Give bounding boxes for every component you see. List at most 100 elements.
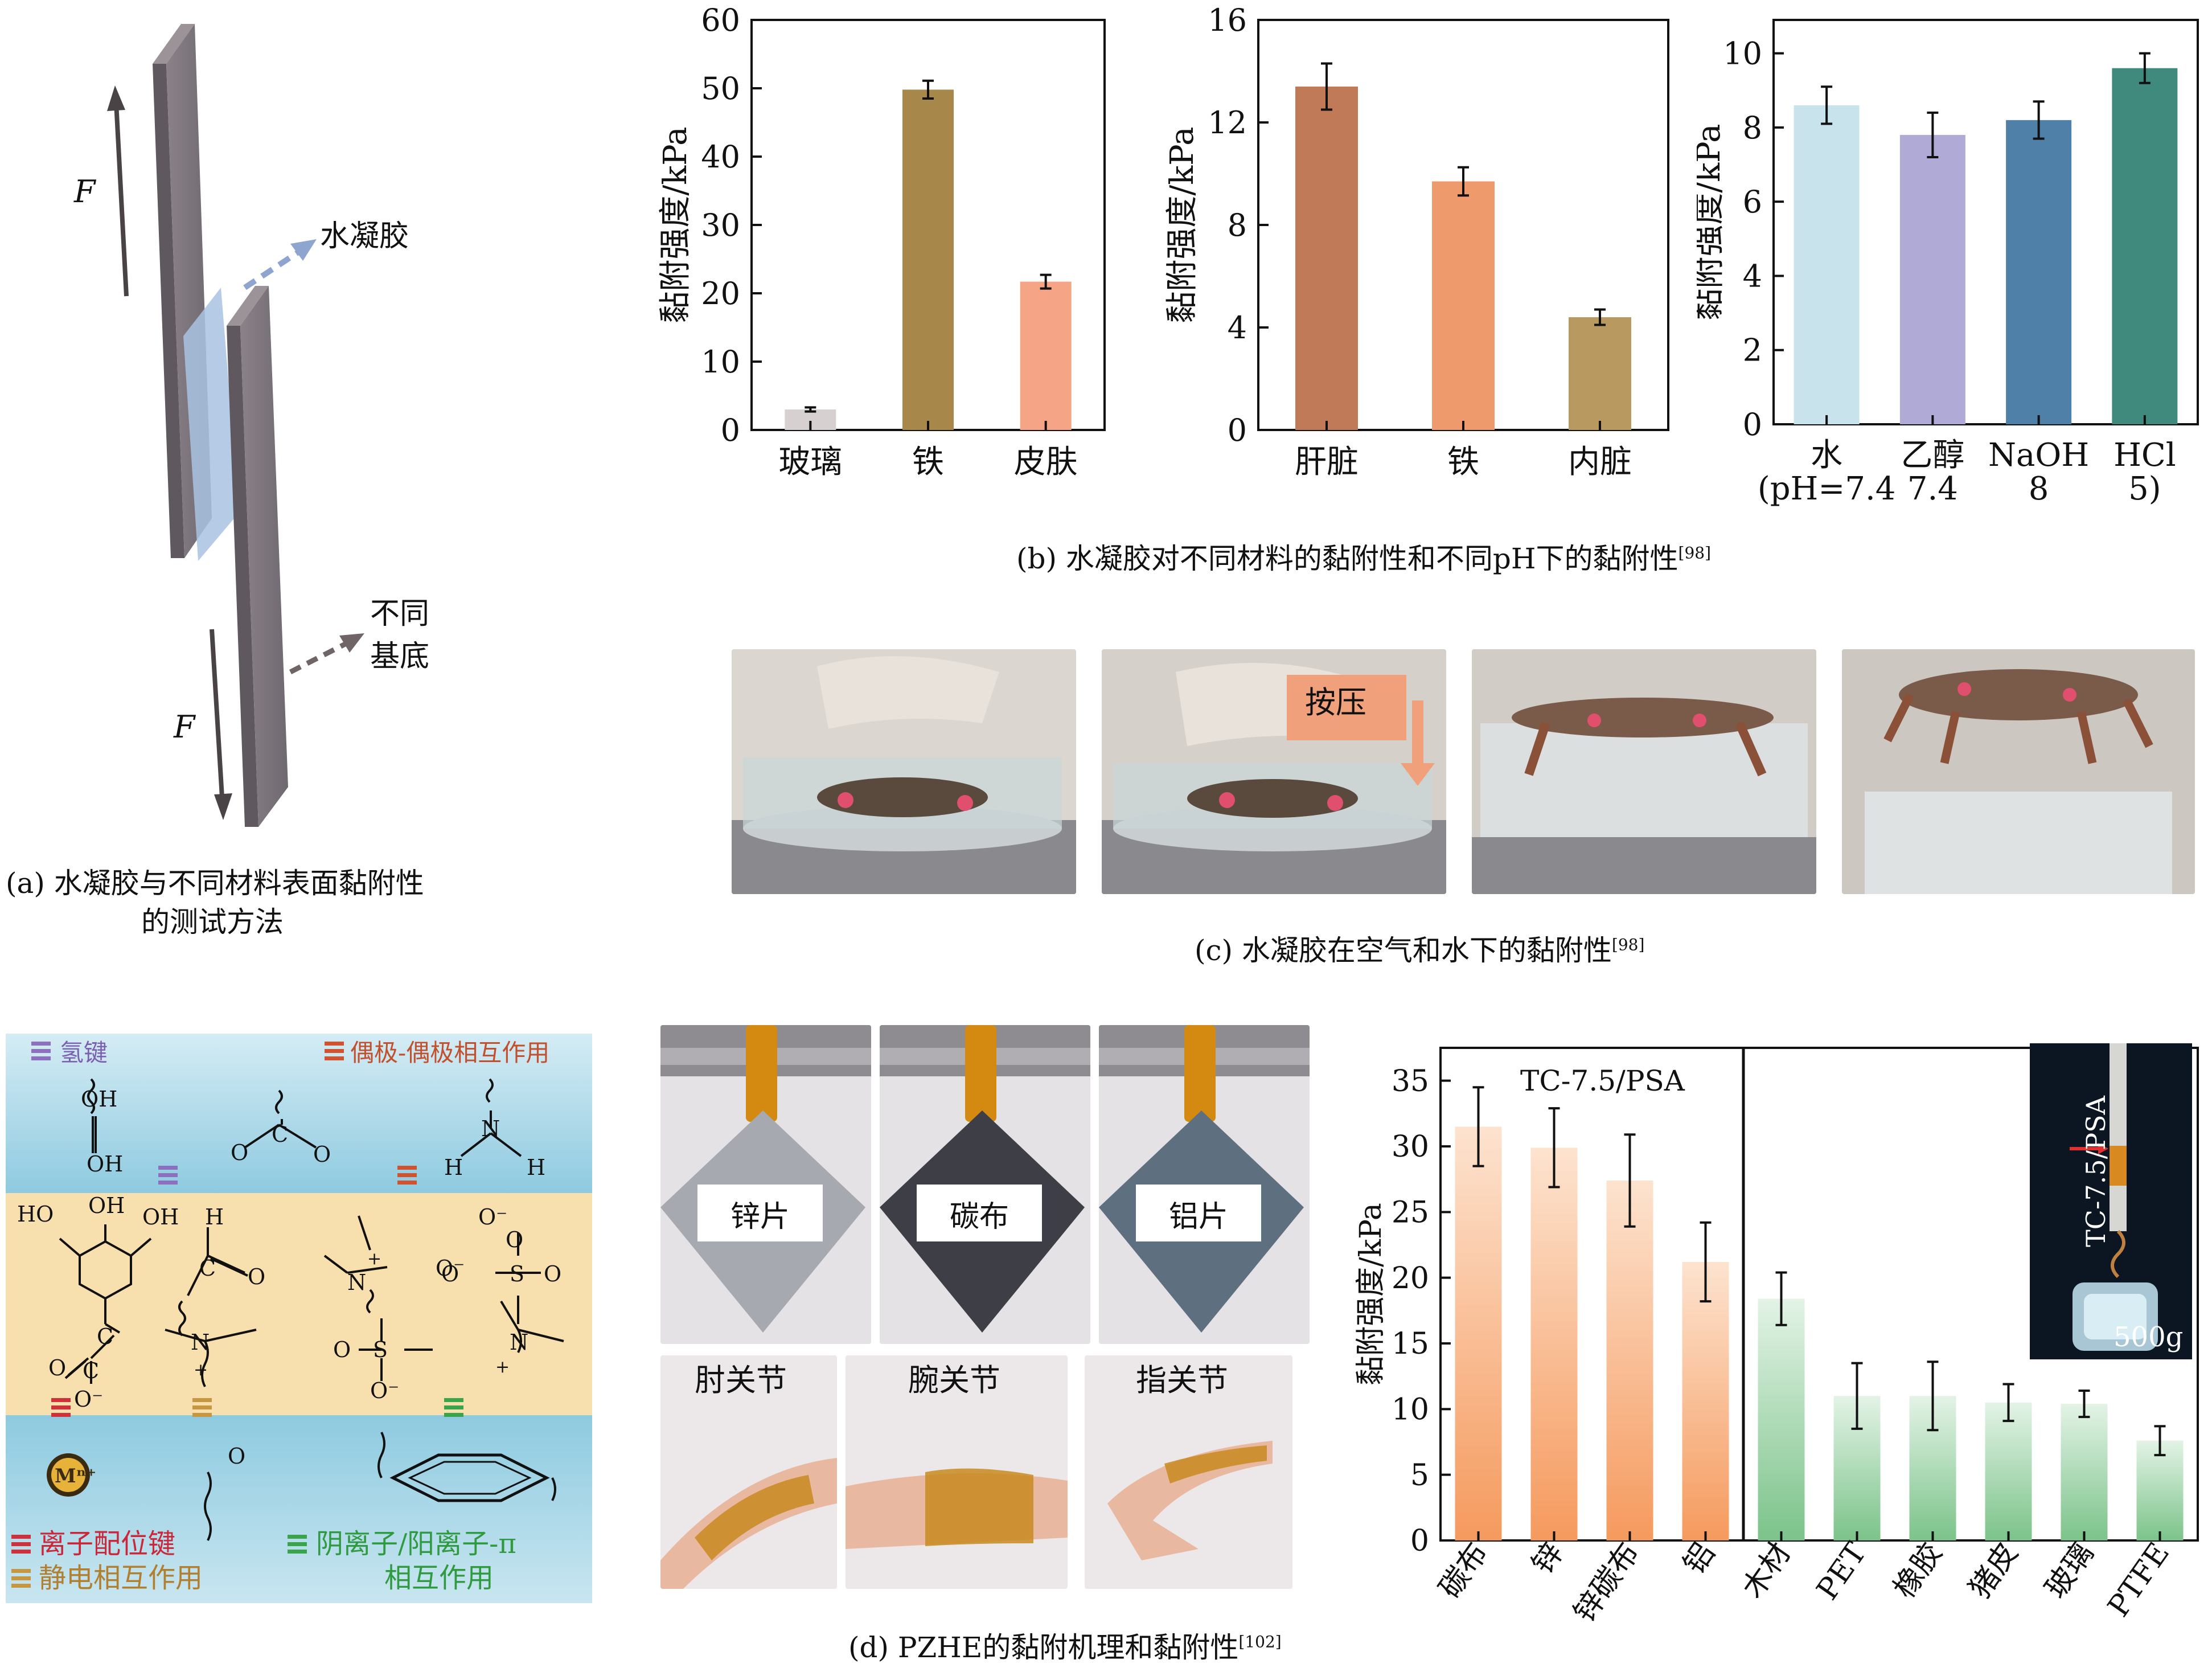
inset-hanging-weight-photo [2030,1043,2192,1359]
bar-0 [1794,105,1860,424]
caption-d-text: (d) PZHE的黏附机理和黏附性 [848,1631,1239,1664]
bar-3 [2112,68,2178,425]
group-label-24: N [510,1330,528,1355]
photo-c1 [732,649,1076,894]
group-label-6: C [272,1122,288,1147]
group-label-10: S [510,1261,524,1286]
photo-c2 [1102,649,1446,894]
bar-4 [1758,1298,1805,1540]
group-label-9: O⁻ [478,1204,507,1230]
y-axis-label: 黏附强度/kPa [657,126,694,323]
press-label: 按压 [1305,685,1366,720]
group-label-15: O [333,1337,351,1362]
bar-2 [2006,120,2072,424]
group-label-17: N [481,1116,500,1141]
inset-sample-label: TC-7.5/PSA [2080,1096,2111,1247]
x-tick-sublabel-2: 8 [2029,470,2049,507]
x-tick-label-2: 内脏 [1568,444,1632,481]
legend-hydrogen-bond: 氢键 [60,1039,108,1067]
group-label-4: OH [142,1204,179,1230]
bar-2 [1569,317,1631,430]
bar-0 [1295,87,1358,430]
group-label-5: O [231,1140,248,1165]
y-tick-label-3: 15 [1392,1327,1429,1361]
bar-2 [1020,281,1072,430]
x-tick-label-2: NaOH [1988,437,2089,474]
force-label-bottom: F [173,709,196,745]
group-label-12: O [544,1261,561,1286]
substrate-label-line1: 不同 [370,597,429,631]
y-tick-label-6: 60 [701,2,740,38]
group-label-14: S [373,1337,388,1362]
substrate-label-line2: 基底 [370,640,429,674]
photo-aluminum-label: 铝片 [1169,1200,1229,1234]
group-label-7: O [313,1142,331,1167]
y-tick-label-0: 0 [1228,412,1247,448]
x-tick-label-0: 水 [1811,437,1842,474]
group-label-26: C [83,1358,99,1383]
y-tick-label-7: 35 [1392,1064,1429,1099]
y-tick-label-3: 30 [701,207,740,243]
lower-plate-front [227,326,258,827]
caption-c: (c) 水凝胶在空气和水下的黏附性[98] [1195,933,1644,969]
legend-dipole-dipole: 偶极-偶极相互作用 [350,1039,549,1067]
upper-plate-front [153,64,184,558]
chart-b1: 0 10 20 30 40 50 60 黏附强度/kPa 玻璃 铁 皮肤 [657,2,1106,481]
y-tick-label-4: 40 [701,139,740,175]
molecular-labels: OH OH HO OH OH O C O C O⁻ S O O O S O O⁻… [17,1087,561,1469]
group-label-20: N [347,1270,366,1295]
hydrogel-layer [183,288,239,561]
caption-b-text: (b) 水凝胶对不同材料的黏附性和不同pH下的黏附性 [1016,542,1679,575]
photo-elbow-label: 肘关节 [695,1362,787,1398]
y-tick-label-0: 0 [721,412,740,448]
y-tick-label-0: 0 [1743,407,1762,442]
legend-swatches [11,1042,463,1588]
group-label-22: N [191,1330,210,1355]
y-tick-label-5: 25 [1392,1196,1429,1230]
x-tick-label-8: 玻璃 [2038,1536,2100,1605]
group-label-8: C [97,1324,113,1349]
lower-plate-side [227,286,269,326]
press-label-box [1287,675,1406,740]
photo-carbon-label: 碳布 [950,1200,1009,1234]
photo-zinc-label: 锌片 [731,1200,790,1234]
caption-a-line1: (a) 水凝胶与不同材料表面黏附性 [6,867,424,900]
legend-ionic-coordination: 离子配位键 [39,1528,175,1560]
y-tick-label-2: 8 [1228,207,1247,243]
bar-9 [2136,1440,2184,1540]
group-label-1: OH [81,1087,117,1112]
x-tick-label-9: PTFE [2102,1536,2177,1623]
y-tick-label-1: 5 [1410,1458,1429,1493]
force-arrow-down [210,629,232,820]
x-tick-label-2: 皮肤 [1014,444,1078,481]
chart-d: 0 5 10 15 20 25 30 35 黏附强度/kPa 碳布 锌锌碳布铝木材 PET 橡胶 猪皮 玻璃… [1355,1047,2199,1629]
x-tick-label-1: 锌 [1525,1536,1570,1580]
plot-frame [1772,19,2199,425]
x-tick-label-0: 碳布 [1433,1536,1495,1605]
y-tick-label-4: 16 [1208,2,1247,38]
y-tick-label-2: 4 [1743,258,1762,294]
y-tick-label-2: 20 [701,276,740,312]
caption-c-ref: [98] [1611,935,1645,954]
group-label-21: + [367,1249,381,1269]
y-tick-label-4: 20 [1392,1261,1429,1296]
y-tick-label-3: 12 [1208,105,1247,141]
x-tick-label-3: HCl [2113,437,2176,474]
y-tick-label-3: 6 [1743,184,1762,220]
photo-zinc-label-bg [697,1185,823,1241]
bar-1 [1432,181,1495,430]
x-tick-label-0: 肝脏 [1295,444,1359,481]
y-tick-label-6: 30 [1392,1130,1429,1164]
panel-a-diagram: F F 水凝胶 不同 基底 [73,24,429,827]
group-label-27: O [48,1355,66,1380]
x-tick-label-0: 玻璃 [778,444,842,481]
group-label-13: O [506,1227,523,1252]
photo-elbow [660,1355,837,1589]
photo-wrist-label: 腕关节 [908,1362,1000,1398]
y-tick-label-1: 10 [701,344,740,380]
group-label-25: + [495,1357,510,1377]
legend-cation-pi-line1: 阴离子/阳离子-π [316,1528,516,1560]
group-label-16: O⁻ [370,1378,399,1403]
caption-a-line2: 的测试方法 [141,905,284,939]
group-label-2: HO [17,1202,54,1227]
